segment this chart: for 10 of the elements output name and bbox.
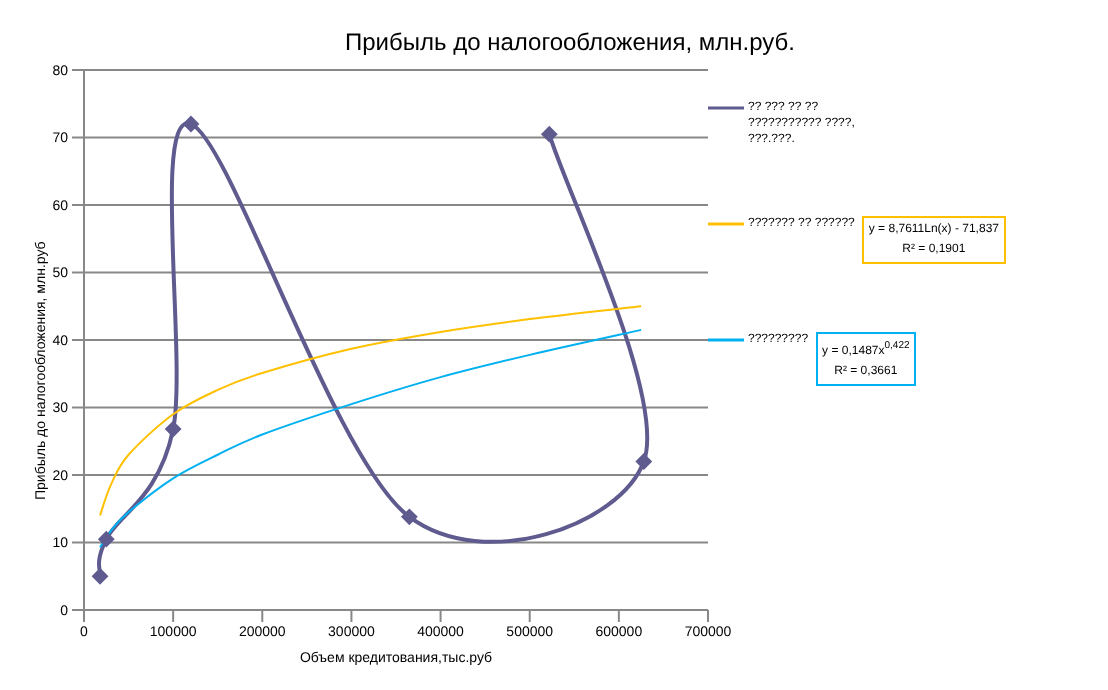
point xyxy=(541,126,558,143)
point xyxy=(165,421,182,438)
point xyxy=(182,116,199,132)
line-series xyxy=(99,305,643,517)
line-series xyxy=(99,328,643,549)
point xyxy=(635,453,652,470)
point xyxy=(98,531,115,548)
point xyxy=(92,568,109,585)
point xyxy=(401,508,418,525)
chart-title: Прибыль до налогообложения, млн.руб. xyxy=(343,28,797,56)
